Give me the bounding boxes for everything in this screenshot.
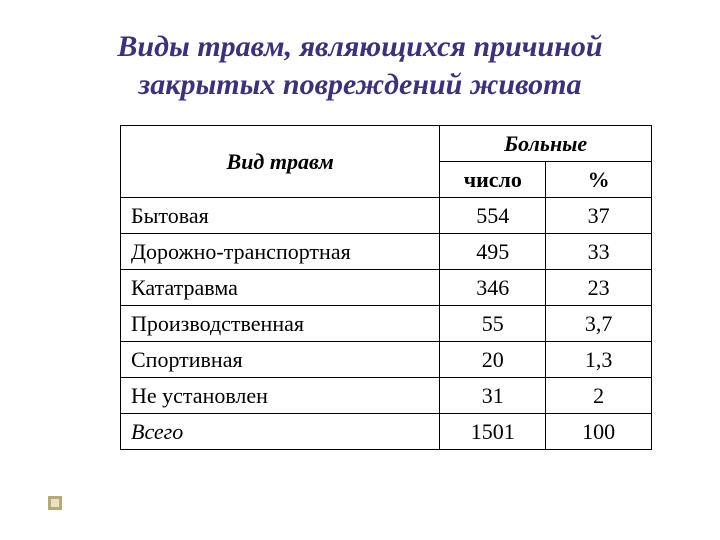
table-row: Спортивная 20 1,3 (121, 342, 652, 378)
cell-pct: 37 (546, 198, 652, 234)
table-row: Не установлен 31 2 (121, 378, 652, 414)
table-row-total: Всего 1501 100 (121, 414, 652, 450)
injury-table-container: Вид травм Больные число % Бытовая 554 37… (120, 125, 652, 450)
cell-name: Дорожно-транспортная (121, 234, 440, 270)
cell-name: Кататравма (121, 270, 440, 306)
col-header-type: Вид травм (121, 126, 440, 198)
table-row: Кататравма 346 23 (121, 270, 652, 306)
table-row: Бытовая 554 37 (121, 198, 652, 234)
col-header-patients: Больные (440, 126, 652, 162)
cell-name: Спортивная (121, 342, 440, 378)
col-header-count: число (440, 162, 546, 198)
cell-count: 55 (440, 306, 546, 342)
cell-pct: 23 (546, 270, 652, 306)
cell-count: 554 (440, 198, 546, 234)
cell-count: 31 (440, 378, 546, 414)
cell-count: 346 (440, 270, 546, 306)
cell-pct: 3,7 (546, 306, 652, 342)
cell-total-label: Всего (121, 414, 440, 450)
bullet-icon (48, 496, 62, 510)
injury-table: Вид травм Больные число % Бытовая 554 37… (120, 125, 652, 450)
cell-pct: 2 (546, 378, 652, 414)
slide-title: Виды травм, являющихся причиной закрытых… (48, 28, 672, 103)
cell-count: 495 (440, 234, 546, 270)
cell-total-pct: 100 (546, 414, 652, 450)
table-row: Дорожно-транспортная 495 33 (121, 234, 652, 270)
col-header-percent: % (546, 162, 652, 198)
table-row: Производственная 55 3,7 (121, 306, 652, 342)
cell-pct: 1,3 (546, 342, 652, 378)
cell-name: Бытовая (121, 198, 440, 234)
cell-count: 20 (440, 342, 546, 378)
cell-name: Не установлен (121, 378, 440, 414)
cell-pct: 33 (546, 234, 652, 270)
cell-name: Производственная (121, 306, 440, 342)
cell-total-count: 1501 (440, 414, 546, 450)
